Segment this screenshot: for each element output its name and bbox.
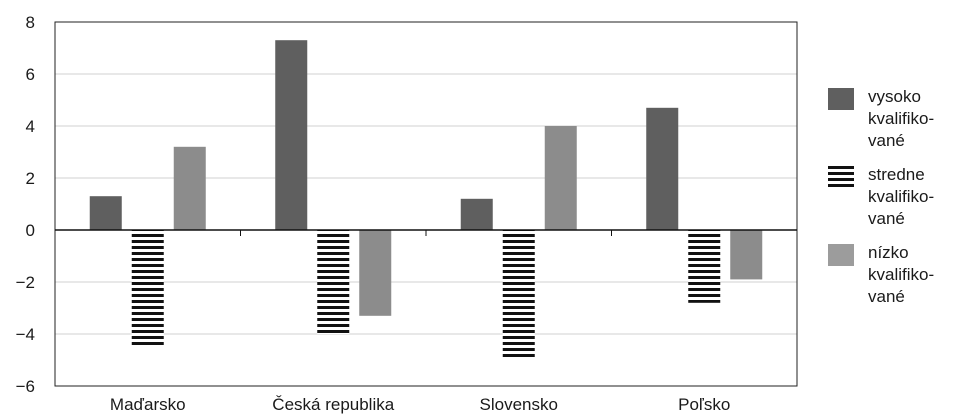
x-tick-label: Česká republika (272, 395, 394, 414)
bar-3-1 (173, 146, 206, 230)
legend-swatch-vysoko (828, 88, 854, 110)
legend-item-nizko: nízko kvalifiko- vané (828, 242, 958, 308)
bar-2-2 (317, 230, 350, 334)
bar-1-1 (89, 196, 122, 230)
bar-2-4 (688, 230, 721, 303)
axes (54, 21, 798, 387)
bar-1-3 (460, 198, 493, 230)
y-tick-label: −2 (16, 273, 35, 292)
bar-1-2 (275, 40, 308, 231)
legend-label-vysoko: vysoko kvalifiko- vané (868, 87, 935, 150)
bar-2-3 (502, 230, 535, 360)
plot-frame (54, 21, 798, 387)
bars (89, 40, 763, 360)
legend-swatch-nizko (828, 244, 854, 266)
y-tick-label: −6 (16, 377, 35, 396)
legend-item-stredne: stredne kvalifiko- vané (828, 164, 958, 230)
legend-item-vysoko: vysoko kvalifiko- vané (828, 86, 958, 152)
y-tick-label: 4 (26, 117, 35, 136)
tick-labels: −6 −4 −2 0 2 4 6 8 Maďarsko Česká republika Sloven… (16, 13, 731, 414)
y-tick-label: 2 (26, 169, 35, 188)
y-tick-label: 6 (26, 65, 35, 84)
y-tick-label: 8 (26, 13, 35, 32)
x-tick-label: Slovensko (480, 395, 558, 414)
bar-3-4 (730, 230, 763, 280)
bar-3-2 (359, 230, 392, 316)
legend-label-stredne: stredne kvalifiko- vané (868, 165, 935, 228)
bar-1-4 (646, 107, 679, 230)
bar-3-3 (544, 126, 577, 230)
x-tick-label: Maďarsko (110, 395, 186, 414)
bar-2-1 (131, 230, 164, 347)
legend-label-nizko: nízko kvalifiko- vané (868, 243, 935, 306)
y-tick-label: −4 (16, 325, 35, 344)
y-tick-label: 0 (26, 221, 35, 240)
legend: vysoko kvalifiko- vané stredne kvalifiko… (828, 86, 958, 320)
legend-swatch-stredne (828, 166, 854, 190)
gridlines (55, 73, 797, 335)
x-tick-label: Poľsko (678, 395, 730, 414)
